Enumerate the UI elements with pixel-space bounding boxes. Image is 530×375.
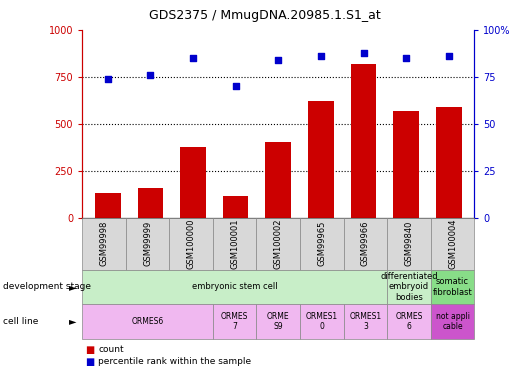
Point — [316, 53, 325, 59]
Text: percentile rank within the sample: percentile rank within the sample — [98, 357, 251, 366]
Text: ■: ■ — [85, 345, 94, 354]
FancyBboxPatch shape — [82, 304, 213, 339]
Text: development stage: development stage — [3, 282, 91, 291]
Text: not appli
cable: not appli cable — [436, 312, 470, 331]
FancyBboxPatch shape — [431, 270, 474, 304]
Point — [146, 72, 155, 78]
Bar — [223, 196, 249, 217]
Text: GSM99966: GSM99966 — [361, 221, 370, 267]
Text: ORMES1
3: ORMES1 3 — [349, 312, 382, 331]
Point — [232, 83, 240, 89]
Text: GSM99965: GSM99965 — [317, 221, 326, 266]
Point — [445, 53, 453, 59]
Text: GSM99998: GSM99998 — [100, 221, 109, 266]
Bar — [308, 101, 334, 217]
Bar — [393, 111, 419, 218]
Text: count: count — [98, 345, 123, 354]
Text: embryonic stem cell: embryonic stem cell — [192, 282, 278, 291]
FancyBboxPatch shape — [387, 270, 431, 304]
Bar — [180, 147, 206, 218]
FancyBboxPatch shape — [82, 217, 126, 270]
FancyBboxPatch shape — [213, 304, 257, 339]
FancyBboxPatch shape — [387, 217, 431, 270]
Bar — [95, 193, 120, 217]
FancyBboxPatch shape — [300, 217, 343, 270]
Text: differentiated
embryoid
bodies: differentiated embryoid bodies — [380, 272, 438, 302]
Text: ORMES1
0: ORMES1 0 — [306, 312, 338, 331]
FancyBboxPatch shape — [343, 217, 387, 270]
Text: ORMES
7: ORMES 7 — [221, 312, 249, 331]
Text: GSM100002: GSM100002 — [274, 219, 282, 269]
FancyBboxPatch shape — [213, 217, 257, 270]
Text: GSM99999: GSM99999 — [143, 221, 152, 266]
Text: ►: ► — [69, 316, 77, 327]
FancyBboxPatch shape — [169, 217, 213, 270]
Point — [103, 76, 112, 82]
Bar — [138, 188, 163, 218]
Text: cell line: cell line — [3, 317, 38, 326]
Bar — [266, 142, 291, 218]
FancyBboxPatch shape — [431, 304, 474, 339]
FancyBboxPatch shape — [126, 217, 169, 270]
Text: ORMES
6: ORMES 6 — [395, 312, 422, 331]
FancyBboxPatch shape — [82, 270, 387, 304]
FancyBboxPatch shape — [300, 304, 343, 339]
Text: ■: ■ — [85, 357, 94, 367]
Text: ORME
S9: ORME S9 — [267, 312, 289, 331]
Text: somatic
fibroblast: somatic fibroblast — [432, 277, 472, 297]
FancyBboxPatch shape — [387, 304, 431, 339]
FancyBboxPatch shape — [343, 304, 387, 339]
FancyBboxPatch shape — [431, 217, 474, 270]
FancyBboxPatch shape — [257, 217, 300, 270]
Point — [274, 57, 282, 63]
Point — [402, 55, 410, 61]
Text: GSM100000: GSM100000 — [187, 219, 196, 269]
Bar — [436, 107, 462, 218]
Point — [359, 50, 368, 55]
Text: ►: ► — [69, 282, 77, 292]
Point — [189, 55, 197, 61]
Text: ORMES6: ORMES6 — [131, 317, 164, 326]
Text: GSM100001: GSM100001 — [230, 219, 239, 269]
Text: GDS2375 / MmugDNA.20985.1.S1_at: GDS2375 / MmugDNA.20985.1.S1_at — [149, 9, 381, 22]
Text: GSM100004: GSM100004 — [448, 219, 457, 269]
Text: GSM99840: GSM99840 — [404, 221, 413, 266]
FancyBboxPatch shape — [257, 304, 300, 339]
Bar — [351, 64, 376, 217]
